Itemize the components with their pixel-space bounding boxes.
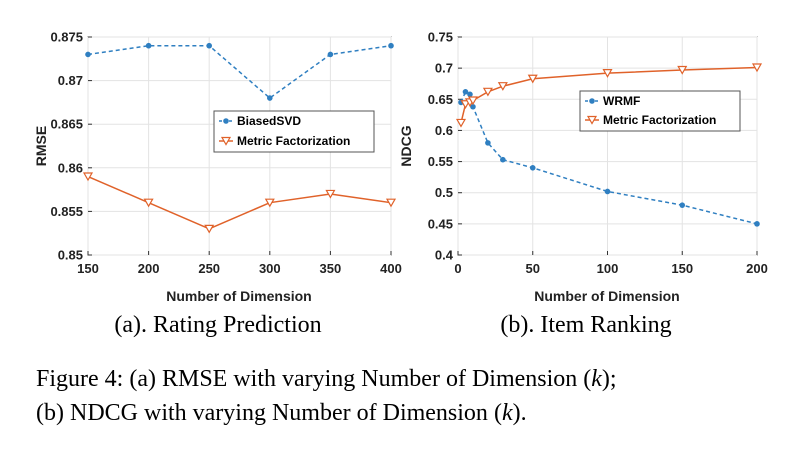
y-tick-label: 0.4 <box>435 248 454 263</box>
series-group-a <box>82 42 397 234</box>
y-axis-label-a: RMSE <box>33 126 49 166</box>
y-tick-label: 0.6 <box>435 123 453 138</box>
series-line-metric-factorization <box>87 175 392 230</box>
y-tick-label: 0.45 <box>428 216 453 231</box>
y-tick-label: 0.75 <box>428 30 453 45</box>
data-point-biasedsvd <box>327 51 334 58</box>
x-tick-label: 200 <box>138 261 160 276</box>
caption-line-1: Figure 4: (a) RMSE with varying Number o… <box>36 366 617 392</box>
x-ticks-b: 0 50 100 150 200 <box>454 251 768 276</box>
x-axis-label-a: Number of Dimension <box>166 288 311 304</box>
data-point-metric-factorization <box>325 189 336 199</box>
legend-marker-metric-factorization-b <box>586 115 598 125</box>
y-tick-label: 0.85 <box>58 248 83 263</box>
y-tick-label: 0.65 <box>428 92 453 107</box>
y-tick-label: 0.55 <box>428 154 453 169</box>
x-tick-label: 50 <box>526 261 540 276</box>
y-tick-label: 0.5 <box>435 185 453 200</box>
x-tick-label: 150 <box>77 261 99 276</box>
x-tick-label: 100 <box>597 261 619 276</box>
data-point-metric-factorization <box>204 224 215 234</box>
data-point-wrmf <box>679 202 686 208</box>
data-point-metric-factorization <box>143 198 154 208</box>
x-tick-label: 400 <box>380 261 402 276</box>
x-tick-label: 250 <box>198 261 220 276</box>
data-point-wrmf <box>462 89 469 95</box>
legend-label-wrmf: WRMF <box>603 94 640 108</box>
data-point-metric-factorization <box>455 118 467 128</box>
y-tick-label: 0.875 <box>50 30 83 45</box>
data-point-wrmf <box>754 221 760 227</box>
data-point-wrmf <box>485 140 491 146</box>
x-tick-label: 0 <box>454 261 461 276</box>
y-axis-label-b: NDCG <box>398 125 414 166</box>
legend-marker-biasedsvd <box>223 118 229 124</box>
legend-marker-metric-factorization-a <box>220 136 232 146</box>
legend-label-biasedsvd: BiasedSVD <box>237 114 301 128</box>
data-point-biasedsvd <box>145 42 152 49</box>
series-group-b <box>455 63 763 227</box>
data-point-metric-factorization <box>677 65 688 75</box>
data-point-biasedsvd <box>85 51 91 58</box>
y-tick-label: 0.855 <box>50 204 83 219</box>
y-tick-label: 0.86 <box>58 160 83 175</box>
data-point-metric-factorization <box>264 198 275 208</box>
data-point-wrmf <box>529 165 536 171</box>
subtitle-b: (b). Item Ranking <box>500 312 671 338</box>
x-axis-label-b: Number of Dimension <box>534 288 679 304</box>
data-point-metric-factorization <box>497 82 508 91</box>
data-point-metric-factorization <box>751 63 763 73</box>
data-point-wrmf <box>604 188 611 195</box>
data-point-metric-factorization <box>602 69 613 78</box>
legend-marker-wrmf <box>589 98 595 104</box>
data-point-wrmf <box>470 103 476 110</box>
panel-item-ranking: 0 50 100 150 200 0.4 0.45 0.5 0.55 0.6 0.65 0.7 0.7… <box>398 30 768 339</box>
legend-box-a <box>213 110 375 153</box>
y-tick-label: 0.865 <box>50 117 83 132</box>
legend-box-b <box>579 90 741 132</box>
y-ticks-b: 0.4 0.45 0.5 0.55 0.6 0.65 0.7 0.75 <box>428 30 462 263</box>
x-tick-label: 200 <box>746 261 768 276</box>
data-point-metric-factorization <box>385 198 397 208</box>
data-point-wrmf <box>467 91 473 98</box>
x-ticks-a: 150 200 250 300 350 400 <box>77 251 402 276</box>
subtitle-a: (a). Rating Prediction <box>114 312 321 338</box>
x-tick-label: 350 <box>320 261 342 276</box>
legend-b: WRMF Metric Factorization <box>579 90 741 132</box>
data-point-metric-factorization <box>82 172 94 182</box>
legend-label-metric-factorization-a: Metric Factorization <box>237 134 350 148</box>
y-tick-label: 0.7 <box>435 61 453 76</box>
legend-a: BiasedSVD Metric Factorization <box>213 110 375 153</box>
y-tick-label: 0.87 <box>58 73 83 88</box>
data-point-metric-factorization <box>467 96 478 106</box>
data-point-metric-factorization <box>482 87 493 97</box>
data-point-biasedsvd <box>267 95 273 101</box>
data-point-wrmf <box>500 156 506 163</box>
series-line-biasedsvd <box>87 44 392 99</box>
legend-label-metric-factorization-b: Metric Factorization <box>603 113 716 127</box>
x-tick-label: 150 <box>671 261 693 276</box>
data-point-biasedsvd <box>388 42 394 49</box>
caption-line-2: (b) NDCG with varying Number of Dimensio… <box>36 400 527 426</box>
data-point-metric-factorization <box>527 74 538 84</box>
x-tick-label: 300 <box>259 261 281 276</box>
panel-rating-prediction: 150 200 250 300 350 400 0.850.8550.860.8650.8… <box>33 30 402 339</box>
data-point-biasedsvd <box>206 42 212 49</box>
y-ticks-a: 0.85 0.855 0.86 0.865 0.87 0.875 <box>50 30 92 263</box>
